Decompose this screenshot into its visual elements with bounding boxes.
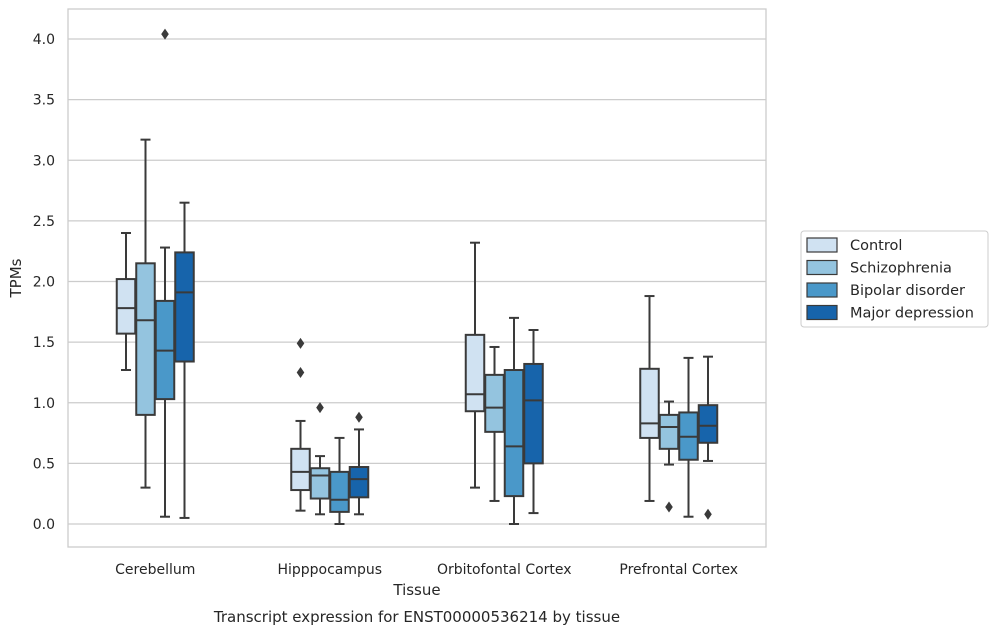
legend-swatch — [806, 304, 838, 321]
y-tick-label: 2.0 — [33, 275, 55, 291]
box-iqr — [174, 251, 195, 363]
gridlines — [68, 38, 766, 525]
x-tick-label: Orbitofontal Cortex — [437, 562, 572, 578]
box-iqr — [135, 262, 156, 416]
box-group — [290, 337, 311, 512]
x-axis-label: Tissue — [392, 581, 440, 599]
box-group — [697, 355, 719, 520]
legend-label: Bipolar disorder — [850, 283, 965, 299]
y-axis-label: TPMs — [7, 258, 25, 298]
y-tick-label: 1.0 — [33, 396, 55, 412]
y-tick-label: 4.0 — [33, 32, 55, 48]
x-tick-label: Hipppocampus — [277, 562, 382, 578]
box-group — [348, 411, 370, 516]
outlier-point — [296, 366, 305, 378]
outlier-point — [704, 508, 712, 520]
box-iqr — [290, 447, 311, 492]
legend: Control Schizophrenia Bipolar disorder Majo… — [800, 230, 989, 328]
x-tick-label: Cerebellum — [115, 562, 195, 578]
box-group — [135, 138, 156, 489]
outlier-point — [355, 411, 363, 423]
box-group — [309, 402, 331, 516]
boxes — [115, 28, 719, 525]
x-tick-label: Prefrontal Cortex — [619, 562, 738, 578]
y-tick-label: 0.5 — [33, 456, 55, 472]
box-group — [464, 241, 486, 489]
box-group — [154, 28, 176, 518]
legend-label: Control — [850, 238, 902, 254]
box-iqr — [348, 466, 370, 499]
y-axis-ticks: 0.0 0.5 1.0 1.5 2.0 2.5 3.0 3.5 4.0 — [33, 32, 55, 533]
x-axis-ticks: Cerebellum Hipppocampus Orbitofontal Corte… — [115, 562, 738, 578]
box-group — [115, 232, 137, 372]
legend-label: Schizophrenia — [850, 261, 952, 277]
y-tick-label: 1.5 — [33, 335, 55, 351]
box-group — [503, 316, 525, 525]
box-iqr — [464, 333, 486, 413]
box-group — [329, 436, 350, 525]
box-iqr — [639, 367, 660, 439]
chart-title: Transcript expression for ENST0000053621… — [213, 608, 620, 626]
box-group — [174, 201, 195, 519]
box-group — [523, 329, 544, 515]
box-group — [484, 345, 505, 502]
legend-swatch — [806, 259, 838, 276]
box-iqr — [697, 404, 719, 444]
box-group — [658, 400, 680, 513]
box-iqr — [329, 470, 350, 513]
box-iqr — [658, 413, 680, 450]
y-tick-label: 3.0 — [33, 153, 55, 169]
outlier-point — [316, 402, 324, 414]
y-tick-label: 2.5 — [33, 214, 55, 230]
legend-swatch — [806, 237, 838, 253]
box-group — [639, 295, 660, 502]
y-tick-label: 0.0 — [33, 517, 55, 533]
outlier-point — [665, 501, 673, 513]
box-iqr — [503, 369, 525, 498]
box-iqr — [309, 467, 331, 500]
legend-frame — [800, 230, 989, 328]
box-iqr — [484, 373, 505, 433]
box-group — [678, 356, 699, 518]
outlier-point — [296, 337, 305, 349]
legend-swatch — [806, 282, 838, 298]
y-tick-label: 3.5 — [33, 93, 55, 109]
outlier-point — [161, 28, 169, 40]
legend-label: Major depression — [850, 306, 974, 322]
box-iqr — [523, 362, 544, 465]
plot-frame — [67, 8, 767, 548]
box-iqr — [115, 278, 137, 335]
